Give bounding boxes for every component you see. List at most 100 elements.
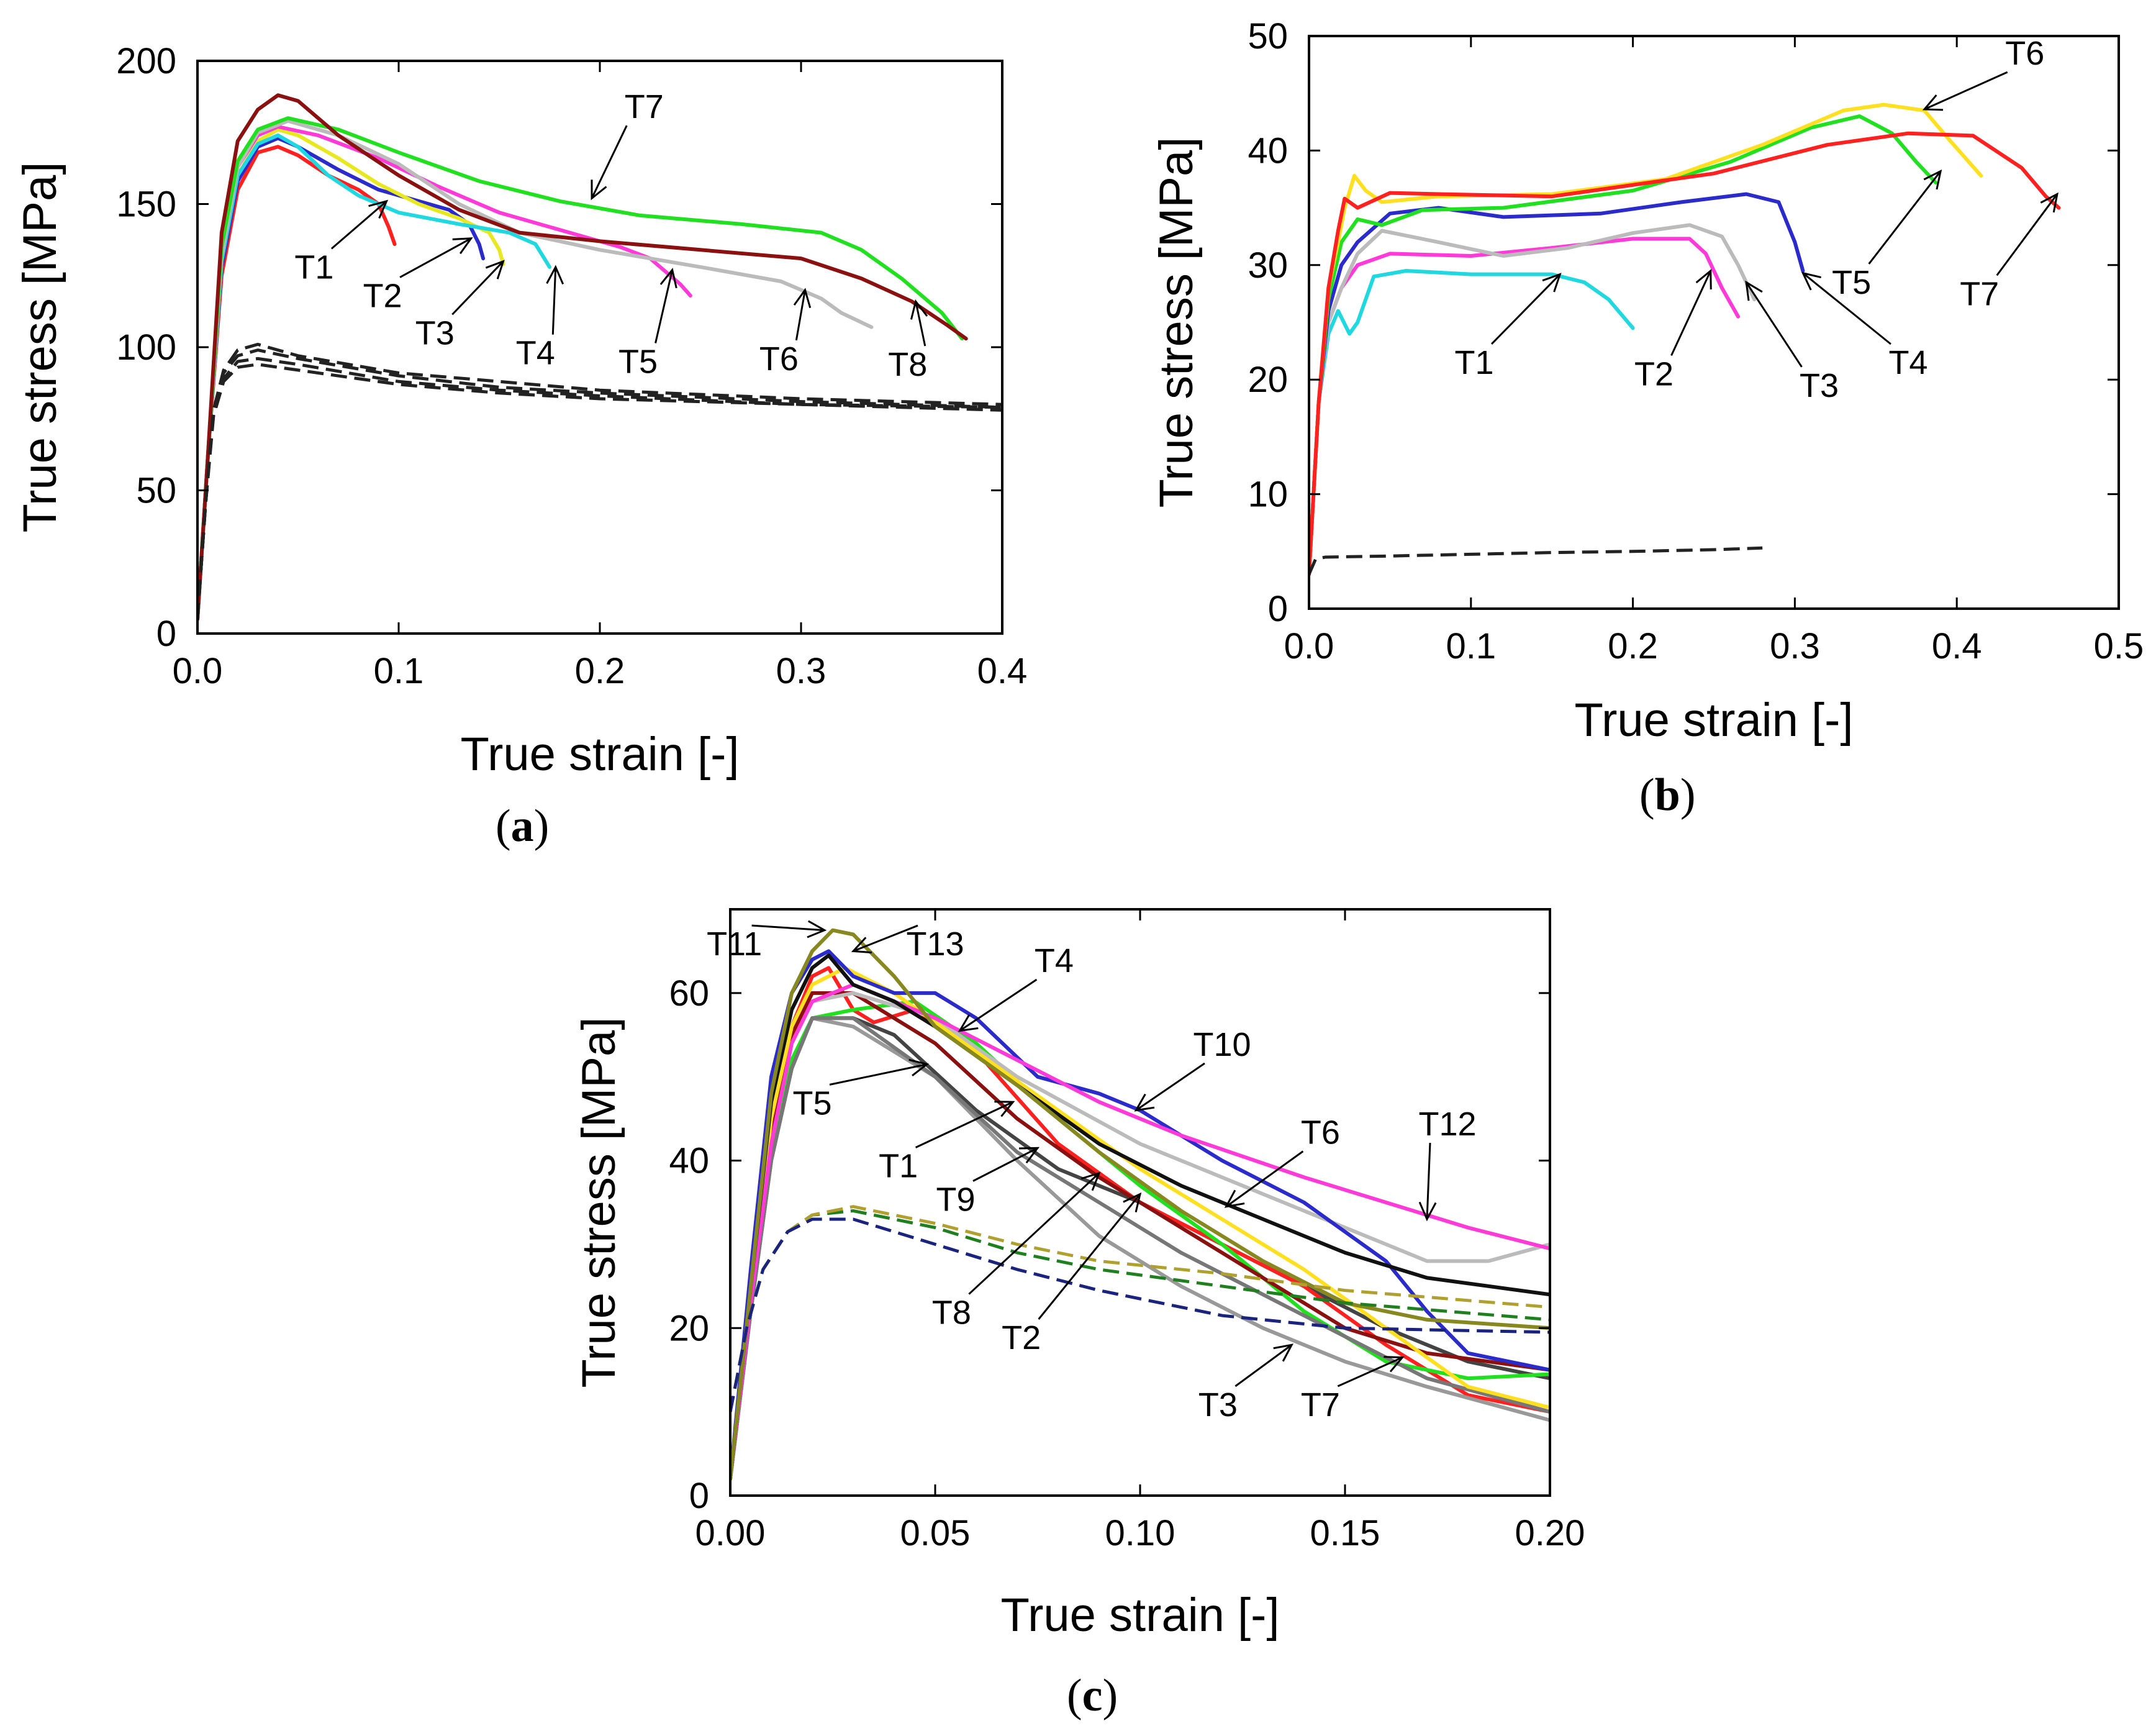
x-tick-label: 0.5: [2094, 626, 2144, 666]
annotation-label-t3: T3: [415, 314, 455, 352]
annotation-label-t7: T7: [1301, 1386, 1340, 1424]
annotation-arrow-line: [795, 289, 806, 341]
series-line-t4: [1309, 192, 1805, 576]
x-tick-label: 0.2: [575, 651, 625, 691]
x-tick-label: 0.05: [900, 1513, 971, 1553]
annotation-arrow-head: [1123, 1192, 1142, 1213]
series-line-sim: [1309, 546, 1763, 575]
annotation-arrow-line: [1996, 193, 2059, 276]
annotation-arrow-line: [1868, 170, 1942, 265]
annotation-arrow-head: [1745, 280, 1763, 301]
annotation-arrow-head: [1922, 94, 1944, 111]
annotation-arrow-head: [591, 179, 607, 201]
x-tick-label: 0.4: [1932, 626, 1982, 666]
y-tick-label: 0: [1268, 589, 1288, 629]
annotation-label-t7: T7: [1960, 275, 1999, 312]
panel-label-a-letter: a: [510, 801, 534, 852]
annotation-arrow-head: [1923, 169, 1942, 190]
annotation-arrow-line: [915, 301, 926, 347]
x-tick-label: 0.2: [1608, 626, 1658, 666]
annotation-arrow-head: [1224, 1189, 1245, 1208]
series-line-t8: [197, 93, 968, 621]
series-group: [730, 928, 1550, 1481]
annotation-arrow-head: [1273, 1343, 1293, 1362]
annotation-label-t2: T2: [1634, 355, 1674, 393]
annotation-arrow-line: [1225, 1150, 1304, 1207]
annotation-arrow-head: [368, 199, 389, 219]
annotation-arrow-head: [958, 1014, 979, 1032]
annotation-label-t1: T1: [1455, 344, 1494, 381]
series-group: [1309, 102, 2061, 576]
series-line-t7: [730, 1016, 1550, 1481]
annotation-label-t8: T8: [888, 346, 927, 383]
annotation-arrow-head: [1542, 273, 1562, 293]
x-tick-label: 0.20: [1515, 1513, 1585, 1553]
annotation-arrow-line: [551, 266, 557, 335]
y-tick-label: 0: [156, 614, 176, 654]
panel-label-c: (c): [1067, 1670, 1118, 1721]
annotation-arrow-head: [807, 920, 827, 938]
annotation-arrow-line: [1490, 273, 1561, 345]
annotation-label-t13: T13: [906, 925, 964, 963]
annotation-arrow-head: [908, 1058, 930, 1076]
annotation-arrow-line: [829, 1063, 928, 1086]
y-tick-label: 30: [1248, 245, 1288, 286]
annotation-label-t5: T5: [792, 1084, 831, 1122]
y-tick-label: 40: [1248, 130, 1288, 171]
annotation-arrow-head: [452, 237, 473, 255]
annotation-label-t3: T3: [1198, 1386, 1238, 1424]
annotation-arrow-line: [591, 125, 628, 199]
annotation-arrow-line: [1135, 1062, 1205, 1111]
series-line-t12: [730, 928, 1550, 1481]
y-tick-label: 10: [1248, 475, 1288, 515]
annotation-arrow-line: [1234, 1344, 1293, 1388]
annotation-arrow-head: [793, 288, 812, 309]
annotation-label-t3: T3: [1800, 367, 1839, 404]
annotation-arrow-head: [1695, 268, 1712, 290]
annotation-arrow-head: [1134, 1093, 1155, 1112]
y-tick-label: 50: [1248, 16, 1288, 57]
panel-c: 0.00 0.05 0.10 0.15 0.20 0 20 40 60 True strain […: [573, 908, 1585, 1642]
x-axis-label: True strain [-]: [1574, 694, 1853, 747]
annotation-arrow-head: [1080, 1171, 1101, 1191]
annotation-label-t1: T1: [294, 248, 333, 286]
annotation-label-t8: T8: [932, 1294, 971, 1332]
annotation-label-t10: T10: [1193, 1026, 1251, 1063]
series-line-sim-navy: [730, 1217, 1550, 1412]
panel-a: 0.0 0.1 0.2 0.3 0.4 0 50 100 150 200 True strain […: [14, 41, 1027, 781]
y-tick-label: 150: [116, 184, 176, 225]
annotation-label-t4: T4: [516, 335, 555, 372]
annotation-arrow-head: [1018, 1147, 1040, 1164]
series-group: [197, 93, 1002, 621]
y-tick-label: 20: [1248, 360, 1288, 400]
panel-b: 0.0 0.1 0.2 0.3 0.4 0.5 0 10 20 30 40 50 True strain…: [1150, 16, 2144, 747]
annotation-arrow-line: [1924, 71, 2008, 111]
annotation-arrow-line: [1670, 270, 1712, 357]
panel-label-b-letter: b: [1654, 770, 1680, 820]
x-axis-label: True strain [-]: [1000, 1589, 1279, 1642]
annotation-label-t4: T4: [1035, 942, 1074, 979]
series-line-t7: [197, 116, 964, 621]
y-tick-label: 0: [689, 1476, 709, 1516]
series-line-t10: [730, 983, 1550, 1481]
x-tick-label: 0.3: [1770, 626, 1820, 666]
annotation-arrow-line: [1802, 272, 1891, 345]
annotation-arrow-head: [1418, 1201, 1437, 1222]
annotation-arrow-line: [330, 200, 387, 250]
annotation-arrow-line: [399, 237, 472, 278]
annotation-arrow-head: [1384, 1356, 1405, 1373]
x-tick-label: 0.10: [1105, 1513, 1175, 1553]
x-tick-label: 0.0: [173, 651, 223, 691]
annotation-arrow-line: [1426, 1143, 1431, 1220]
x-tick-label: 0.4: [977, 651, 1028, 691]
annotation-arrow-head: [910, 299, 928, 320]
y-axis-label: True stress [MPa]: [1150, 137, 1203, 508]
annotation-label-t4: T4: [1888, 344, 1927, 381]
annotation-label-t6: T6: [759, 340, 799, 378]
y-tick-label: 60: [669, 973, 709, 1014]
panel-label-a: (a): [496, 801, 550, 852]
series-line-sim4: [197, 363, 1002, 620]
annotation-label-t1: T1: [879, 1148, 918, 1185]
